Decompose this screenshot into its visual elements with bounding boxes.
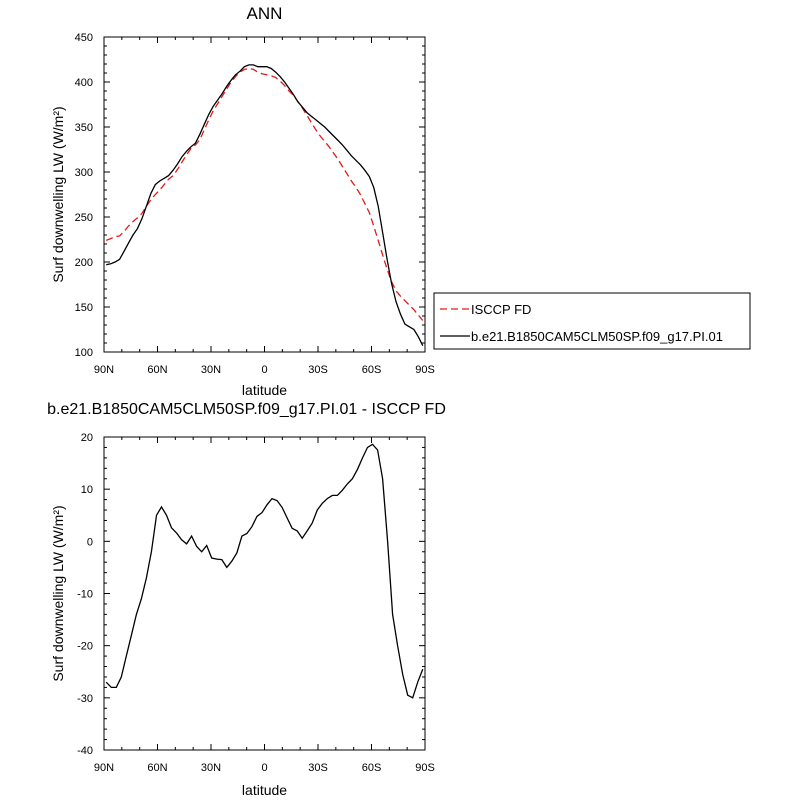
- y-tick-label: 450: [75, 32, 93, 44]
- chart-2: b.e21.B1850CAM5CLM50SP.f09_g17.PI.01 - I…: [47, 401, 446, 798]
- chart-1: ANN 90N 60N 30N 0 30S 60S 90S 100 150 200 250 300 350…: [50, 4, 751, 398]
- x-tick-label: 30S: [308, 762, 328, 774]
- x-tick-label: 0: [261, 762, 267, 774]
- y-axis-label: Surf downwelling LW (W/m²): [50, 106, 66, 282]
- x-tick-label: 30N: [201, 364, 221, 376]
- series-line-1: [105, 443, 424, 699]
- series-line-1: [105, 67, 424, 321]
- x-tick-label: 60S: [362, 364, 382, 376]
- x-tick-label: 60S: [362, 762, 382, 774]
- x-tick-label: 90N: [94, 364, 114, 376]
- y-tick-label: 200: [75, 257, 93, 269]
- y-tick-label: 10: [81, 484, 93, 496]
- y-tick-label: -30: [77, 693, 93, 705]
- y-tick-label: -10: [77, 589, 93, 601]
- y-tick-label: -40: [77, 745, 93, 757]
- x-tick-label: 90S: [415, 364, 435, 376]
- x-tick-label: 0: [261, 364, 267, 376]
- y-tick-label: 400: [75, 77, 93, 89]
- legend: ISCCP FD b.e21.B1850CAM5CLM50SP.f09_g17.P…: [433, 292, 751, 350]
- legend-entry: ISCCP FD: [471, 302, 531, 317]
- chart-title: b.e21.B1850CAM5CLM50SP.f09_g17.PI.01 - I…: [47, 401, 446, 418]
- x-tick-label: 30S: [308, 364, 328, 376]
- x-tick-label: 60N: [147, 364, 167, 376]
- y-tick-label: 0: [87, 536, 93, 548]
- y-tick-label: 150: [75, 302, 93, 314]
- chart-title: ANN: [247, 4, 283, 23]
- legend-box: [433, 292, 751, 350]
- x-tick-label: 30N: [201, 762, 221, 774]
- x-tick-label: 90S: [415, 762, 435, 774]
- y-tick-label: 250: [75, 212, 93, 224]
- y-tick-label: 350: [75, 122, 93, 134]
- y-tick-label: 20: [81, 432, 93, 444]
- y-tick-label: 300: [75, 167, 93, 179]
- plot-frame: [103, 436, 426, 751]
- y-tick-label: 100: [75, 347, 93, 359]
- x-axis-label: latitude: [242, 382, 287, 398]
- legend-entry: b.e21.B1850CAM5CLM50SP.f09_g17.PI.01: [471, 329, 723, 344]
- y-tick-label: -20: [77, 641, 93, 653]
- plot-frame: [103, 36, 426, 353]
- x-axis-label: latitude: [242, 782, 287, 798]
- y-axis-label: Surf downwelling LW (W/m²): [50, 505, 66, 681]
- x-tick-label: 90N: [94, 762, 114, 774]
- x-tick-label: 60N: [147, 762, 167, 774]
- series-line-2: [106, 64, 424, 346]
